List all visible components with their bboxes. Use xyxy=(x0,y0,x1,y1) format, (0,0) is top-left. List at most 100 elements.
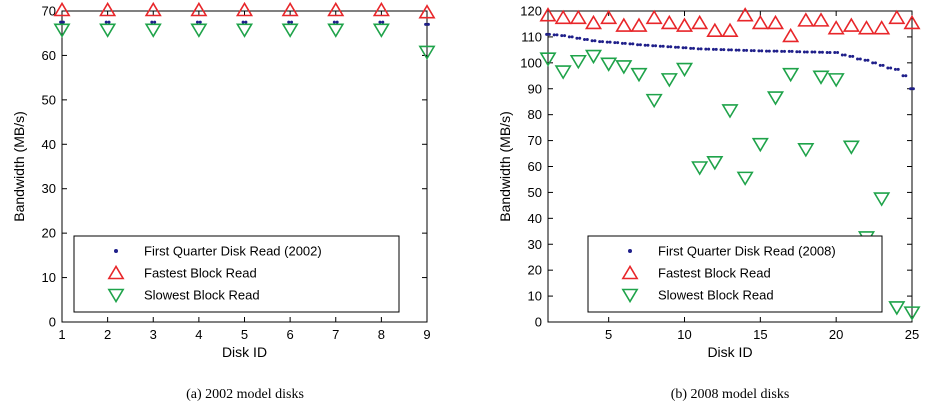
data-point xyxy=(539,52,557,67)
data-point xyxy=(426,22,430,26)
data-point xyxy=(714,47,718,51)
data-point xyxy=(660,73,678,88)
x-tick-label: 6 xyxy=(287,327,294,342)
data-point xyxy=(372,1,390,17)
data-point xyxy=(281,23,299,38)
data-point xyxy=(144,23,162,38)
data-point xyxy=(593,39,597,43)
data-point xyxy=(757,49,761,53)
x-tick-label: 20 xyxy=(829,327,843,342)
y-axis-label: Bandwidth (MB/s) xyxy=(11,111,27,221)
data-point xyxy=(873,192,891,207)
data-point xyxy=(567,35,571,39)
data-point xyxy=(798,50,802,54)
data-point xyxy=(281,1,299,17)
data-point xyxy=(727,48,731,52)
data-point xyxy=(636,43,640,47)
legend-label: Fastest Block Read xyxy=(144,266,257,281)
data-point xyxy=(575,36,579,40)
data-point xyxy=(654,44,658,48)
data-point xyxy=(570,35,574,39)
y-tick-label: 10 xyxy=(528,289,542,304)
legend-marker xyxy=(107,288,125,304)
x-tick-label: 15 xyxy=(753,327,767,342)
chart-caption: (b) 2008 model disks xyxy=(671,387,790,402)
x-tick-label: 2 xyxy=(104,327,111,342)
y-tick-label: 70 xyxy=(528,133,542,148)
data-point xyxy=(645,93,663,109)
data-point xyxy=(638,43,642,47)
data-point xyxy=(623,41,627,45)
y-tick-label: 90 xyxy=(528,81,542,96)
data-point xyxy=(198,20,202,24)
x-tick-label: 5 xyxy=(605,327,612,342)
y-tick-label: 40 xyxy=(42,137,56,152)
x-axis-label: Disk ID xyxy=(222,344,267,360)
data-point xyxy=(598,40,602,44)
y-axis-label: Bandwidth (MB/s) xyxy=(497,111,513,221)
data-point xyxy=(742,48,746,52)
y-tick-label: 100 xyxy=(520,55,542,70)
legend-label: Fastest Block Read xyxy=(658,266,771,281)
data-point xyxy=(836,50,840,54)
chart-panel-1: 0 10 20 30 40 50 60 70 1 2 3 4 5 6 7 8 9 Disk ID Bandwidth… xyxy=(11,1,436,402)
data-point xyxy=(848,54,852,58)
y-tick-label: 0 xyxy=(535,315,542,330)
legend-marker xyxy=(621,264,639,280)
data-point xyxy=(585,38,589,42)
x-tick-label: 5 xyxy=(241,327,248,342)
data-point xyxy=(578,36,582,40)
x-tick-label: 9 xyxy=(423,327,430,342)
data-point xyxy=(704,47,708,51)
data-point xyxy=(424,22,428,26)
y-tick-label: 120 xyxy=(520,4,542,19)
data-point xyxy=(244,20,248,24)
data-point xyxy=(675,62,694,78)
data-point xyxy=(901,74,905,78)
data-point xyxy=(736,171,754,186)
data-point xyxy=(810,50,814,54)
data-point xyxy=(59,20,63,24)
data-point xyxy=(630,67,648,83)
data-point xyxy=(881,63,885,67)
data-point xyxy=(711,47,715,51)
y-tick-label: 20 xyxy=(42,226,56,241)
series-1 xyxy=(545,32,915,91)
legend-label: First Quarter Disk Read (2002) xyxy=(144,244,322,259)
data-point xyxy=(904,74,908,78)
legend-label: Slowest Block Read xyxy=(658,288,774,303)
data-point xyxy=(645,9,663,25)
data-point xyxy=(873,61,877,65)
data-point xyxy=(736,7,754,22)
data-point xyxy=(751,14,769,30)
data-point xyxy=(107,20,111,24)
data-point xyxy=(539,7,557,22)
data-point xyxy=(600,57,618,72)
data-point xyxy=(651,44,655,48)
data-point xyxy=(787,49,791,53)
data-point xyxy=(805,50,809,54)
legend-marker xyxy=(107,264,125,280)
data-point xyxy=(569,9,587,25)
data-point xyxy=(689,46,693,50)
data-point xyxy=(706,22,724,38)
data-point xyxy=(749,49,753,53)
data-point xyxy=(889,66,893,70)
data-point xyxy=(630,17,648,32)
data-point xyxy=(658,44,662,48)
x-tick-label: 25 xyxy=(905,327,919,342)
data-point xyxy=(827,73,845,88)
data-point xyxy=(795,50,799,54)
data-point xyxy=(825,50,829,54)
data-point xyxy=(909,87,913,91)
data-point xyxy=(691,14,709,30)
data-point xyxy=(866,58,870,62)
data-point xyxy=(833,50,837,54)
data-point xyxy=(691,161,709,176)
data-point xyxy=(782,27,800,43)
data-point xyxy=(569,54,587,70)
data-point xyxy=(775,49,779,53)
y-tick-label: 0 xyxy=(49,315,56,330)
